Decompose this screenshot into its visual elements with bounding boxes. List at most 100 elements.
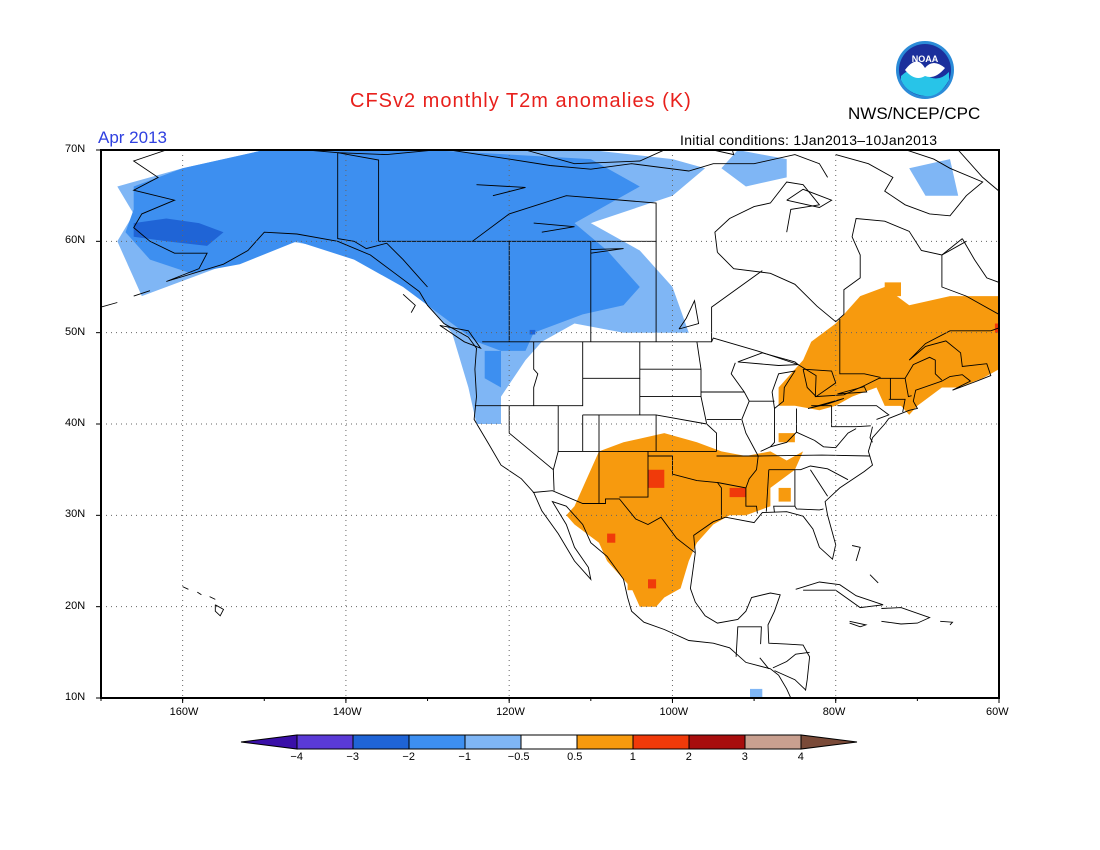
boundary-line-62 — [552, 451, 559, 470]
boundary-line-3 — [1004, 319, 1036, 355]
anomaly-region-19 — [994, 323, 999, 333]
boundary-line-9 — [835, 150, 984, 217]
anomaly-region-8 — [566, 433, 804, 607]
axis-ticks — [96, 149, 1000, 703]
boundary-line-85 — [794, 505, 824, 511]
boundary-line-93 — [869, 426, 873, 443]
boundary-line-16 — [771, 370, 796, 409]
boundary-line-6 — [714, 181, 821, 253]
lat-label-60n: 60N — [65, 234, 86, 247]
colorbar-box-4 — [520, 734, 578, 750]
colorbar-box-7 — [688, 734, 746, 750]
anomaly-region-10 — [778, 487, 791, 502]
boundary-line-37 — [402, 293, 416, 313]
lat-label-50n: 50N — [65, 325, 86, 338]
boundary-line-72 — [717, 482, 758, 514]
boundary-line-70 — [700, 396, 717, 452]
boundary-line-43 — [772, 651, 810, 669]
anomaly-region-9 — [627, 583, 636, 591]
boundary-line-33 — [214, 604, 225, 617]
anomaly-region-15 — [648, 469, 665, 488]
anomaly-region-11 — [778, 433, 795, 443]
boundary-line-51 — [472, 195, 657, 242]
lat-label-40n: 40N — [65, 417, 86, 429]
boundary-line-44 — [774, 670, 806, 691]
colorbar-box-3 — [464, 734, 522, 750]
boundary-line-79 — [831, 405, 871, 428]
colorbar — [240, 734, 858, 750]
boundary-line-20 — [678, 299, 700, 330]
boundary-line-88 — [760, 431, 815, 452]
colorbar-min-arrow — [240, 734, 298, 750]
colorbar-box-6 — [632, 734, 690, 750]
boundary-line-23 — [476, 184, 526, 197]
boundary-line-81 — [758, 454, 871, 457]
boundary-line-32 — [209, 596, 216, 600]
boundary-line-87 — [814, 428, 857, 449]
colorbar-tick-label: −3 — [346, 751, 359, 763]
boundary-line-57 — [582, 341, 641, 379]
boundary-line-35 — [101, 302, 118, 308]
anomaly-region-7 — [529, 329, 536, 335]
anomaly-region-17 — [648, 579, 657, 589]
boundary-line-0 — [132, 150, 420, 292]
anomaly-region-13 — [884, 387, 901, 406]
boundary-line-36 — [439, 324, 482, 350]
boundary-line-5 — [717, 218, 963, 323]
boundary-line-48 — [711, 270, 763, 342]
lon-label-80w: 80W — [822, 706, 846, 718]
initial-conditions-label: Initial conditions: 1Jan2013–10Jan2013 — [680, 132, 938, 148]
boundary-line-22 — [533, 222, 575, 233]
anomaly-region-6 — [133, 218, 224, 246]
svg-text:NOAA: NOAA — [912, 54, 939, 64]
colorbar-tick-label: 1 — [629, 751, 636, 763]
boundary-line-38 — [482, 337, 943, 398]
anomaly-region-16 — [729, 487, 746, 498]
boundary-line-24 — [795, 581, 884, 609]
boundary-line-53 — [941, 240, 999, 315]
colorbar-box-2 — [408, 734, 466, 750]
boundary-line-34 — [133, 290, 151, 297]
map-title: CFSv2 monthly T2m anomalies (K) — [350, 90, 692, 112]
boundary-line-17 — [802, 368, 837, 398]
anomaly-region-3 — [750, 688, 763, 698]
lon-label-120w: 120W — [496, 706, 525, 718]
colorbar-tick-label: −0.5 — [507, 751, 530, 763]
boundary-line-8 — [337, 150, 828, 178]
boundary-line-27 — [940, 620, 954, 626]
anomaly-region-5 — [484, 350, 501, 388]
anomaly-region-12 — [778, 287, 999, 415]
boundary-line-90 — [888, 398, 906, 413]
lon-label-140w: 140W — [332, 706, 362, 718]
boundary-line-40 — [532, 490, 696, 554]
boundary-line-10 — [525, 150, 666, 165]
anomaly-region-4 — [125, 150, 640, 351]
boundary-line-52 — [839, 319, 881, 378]
colorbar-tick-label: 0.5 — [567, 751, 583, 763]
coastline-layer — [101, 123, 1036, 698]
boundary-line-2 — [693, 282, 999, 561]
boundary-line-31 — [197, 591, 202, 596]
boundary-line-39 — [337, 152, 428, 288]
boundary-line-59 — [582, 414, 707, 425]
boundary-line-14 — [786, 188, 833, 208]
agency-label: NWS/NCEP/CPC — [848, 104, 981, 123]
boundary-line-13 — [957, 150, 999, 192]
boundary-line-28 — [852, 545, 861, 562]
lon-label-100w: 100W — [659, 706, 689, 718]
boundary-line-11 — [468, 123, 501, 141]
colorbar-tick-label: 2 — [685, 751, 692, 763]
colorbar-tick-label: 4 — [797, 751, 804, 763]
boundary-line-26 — [849, 620, 868, 628]
boundary-line-30 — [182, 586, 189, 590]
lat-label-30n: 30N — [65, 508, 86, 521]
anomaly-region-2 — [909, 159, 959, 196]
boundary-line-77 — [770, 408, 775, 448]
colorbar-tick-label: −2 — [402, 751, 415, 763]
boundary-line-1 — [419, 291, 792, 698]
anomaly-region-14 — [884, 282, 901, 297]
boundary-line-56 — [533, 341, 584, 407]
boundary-line-86 — [810, 469, 828, 497]
colorbar-tick-label: −4 — [290, 751, 303, 763]
boundary-line-7 — [961, 238, 999, 283]
